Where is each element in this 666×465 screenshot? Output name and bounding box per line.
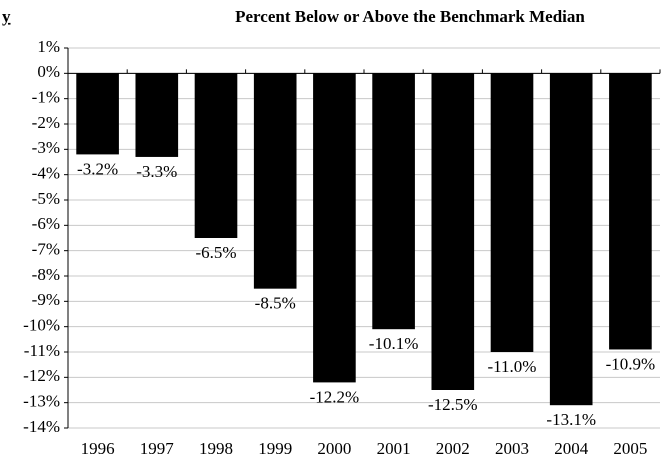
x-tick-label: 2002 [436,439,470,458]
y-tick-label: -13% [23,392,60,411]
value-label: -10.9% [606,354,656,373]
y-tick-label: -6% [32,214,60,233]
y-tick-label: -4% [32,164,60,183]
y-tick-label: 1% [37,37,60,56]
x-tick-label: 1998 [199,439,233,458]
y-tick-label: -3% [32,138,60,157]
y-tick-label: -9% [32,290,60,309]
y-tick-label: -7% [32,240,60,259]
y-tick-label: -1% [32,88,60,107]
value-label: -12.5% [428,395,478,414]
y-tick-label: -8% [32,265,60,284]
y-tick-label: -10% [23,316,60,335]
bar [549,73,593,406]
bar [609,73,652,350]
bar [194,73,238,238]
x-tick-label: 2000 [317,439,351,458]
y-tick-label: -2% [32,113,60,132]
y-tick-label: 0% [37,62,60,81]
value-label: -6.5% [195,243,236,262]
x-tick-label: 2005 [613,439,647,458]
x-tick-label: 2003 [495,439,529,458]
bar [313,73,356,383]
x-tick-label: 2004 [554,439,589,458]
y-tick-label: -11% [24,341,60,360]
bar [76,73,119,155]
value-label: -3.3% [136,162,177,181]
x-tick-label: 2001 [377,439,411,458]
x-tick-label: 1999 [258,439,292,458]
value-label: -10.1% [369,334,419,353]
bar [490,73,534,352]
bar [253,73,297,289]
value-label: -11.0% [488,357,537,376]
bar [431,73,475,390]
value-label: -12.2% [310,387,360,406]
value-label: -3.2% [77,159,118,178]
annotation: y [2,7,11,26]
value-label: -13.1% [546,410,596,429]
x-tick-label: 1996 [81,439,115,458]
bar [135,73,179,157]
y-tick-label: -14% [23,417,60,436]
bar [372,73,415,330]
value-label: -8.5% [255,294,296,313]
x-tick-label: 1997 [140,439,175,458]
chart-title: Percent Below or Above the Benchmark Med… [235,7,585,26]
y-tick-label: -5% [32,189,60,208]
y-tick-label: -12% [23,366,60,385]
